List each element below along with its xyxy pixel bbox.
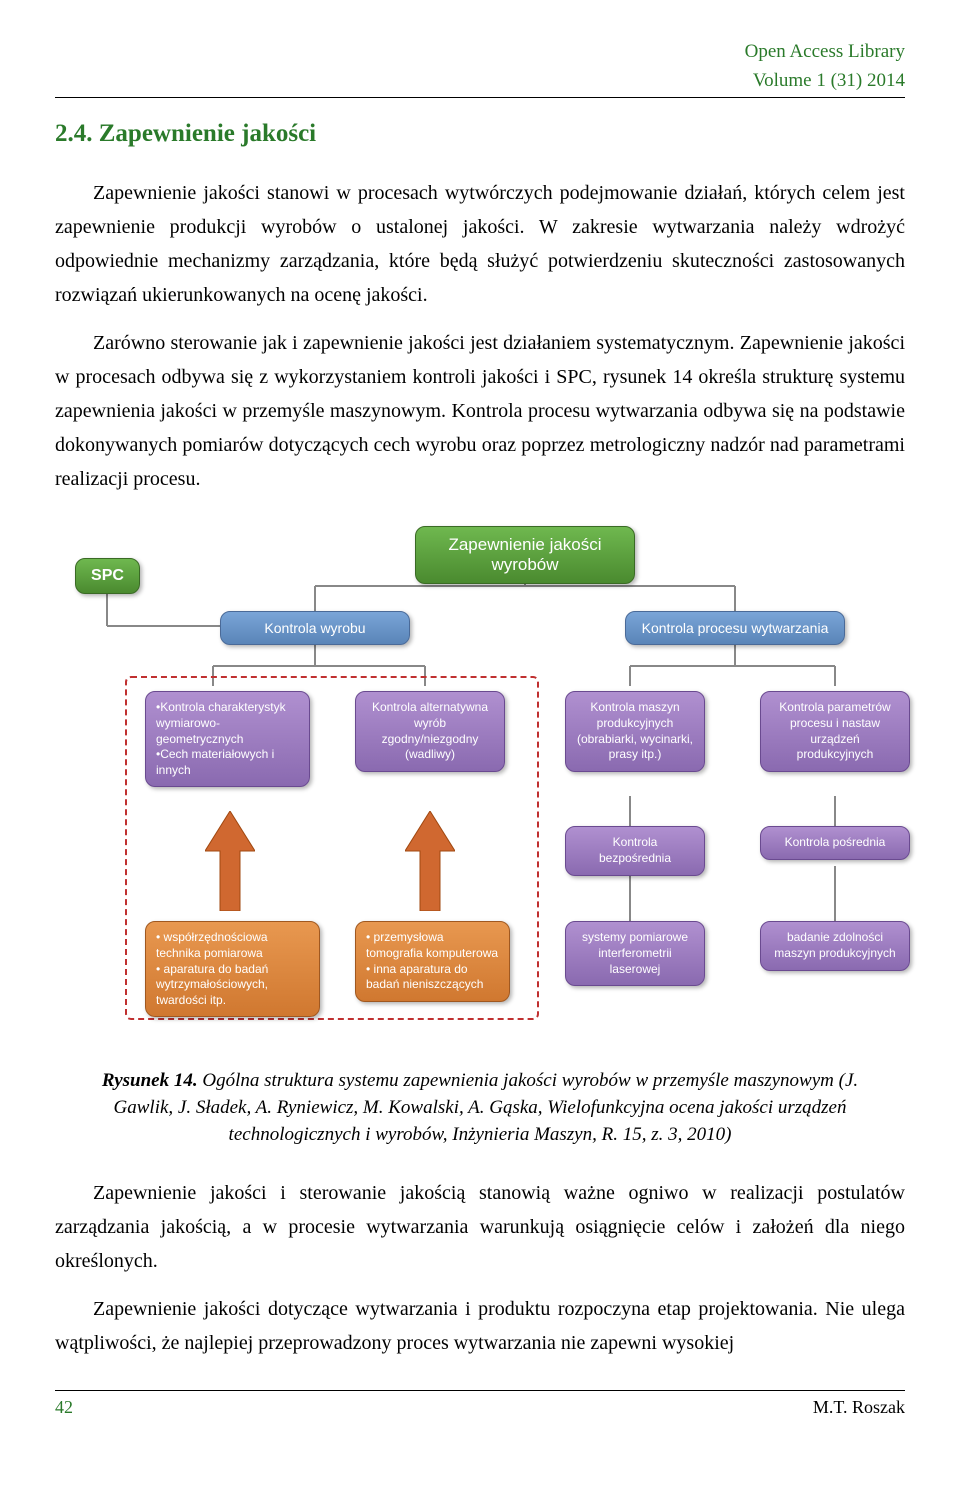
node-spc: SPC — [75, 558, 140, 594]
node-o2: • przemysłowa tomografia komputerowa • i… — [355, 921, 510, 1001]
node-kontrola-procesu: Kontrola procesu wytwarzania — [625, 611, 845, 645]
node-o1: • współrzędnościowa technika pomiarowa •… — [145, 921, 320, 1017]
paragraph-4: Zapewnienie jakości dotyczące wytwarzani… — [55, 1292, 905, 1360]
node-root: Zapewnienie jakości wyrobów — [415, 526, 635, 584]
node-p2: Kontrola alternatywna wyrób zgodny/niezg… — [355, 691, 505, 771]
node-kp: Kontrola pośrednia — [760, 826, 910, 860]
paragraph-1: Zapewnienie jakości stanowi w procesach … — [55, 176, 905, 312]
node-kontrola-wyrobu: Kontrola wyrobu — [220, 611, 410, 645]
page-number: 42 — [55, 1397, 73, 1418]
footer: 42 M.T. Roszak — [55, 1390, 905, 1418]
section-title: 2.4. Zapewnienie jakości — [55, 120, 905, 148]
arrow-2 — [405, 811, 455, 911]
footer-author: M.T. Roszak — [813, 1397, 905, 1418]
paragraph-2: Zarówno sterowanie jak i zapewnienie jak… — [55, 326, 905, 496]
node-o4: badanie zdolności maszyn produkcyjnych — [760, 921, 910, 970]
node-p3: Kontrola maszyn produkcyjnych (obrabiark… — [565, 691, 705, 771]
paragraph-3: Zapewnienie jakości i sterowanie jakości… — [55, 1176, 905, 1278]
node-p4: Kontrola parametrów procesu i nastaw urz… — [760, 691, 910, 771]
diagram-container: Zapewnienie jakości wyrobów SPC Kontrola… — [65, 526, 895, 1046]
arrow-1 — [205, 811, 255, 911]
header-line2: Volume 1 (31) 2014 — [55, 69, 905, 94]
node-p1: •Kontrola charakterystyk wymiarowo-geome… — [145, 691, 310, 787]
node-kb: Kontrola bezpośrednia — [565, 826, 705, 875]
header-rule — [55, 97, 905, 98]
node-o3: systemy pomiarowe interferometrii lasero… — [565, 921, 705, 986]
figure-caption: Rysunek 14. Ogólna struktura systemu zap… — [85, 1068, 875, 1148]
header-line1: Open Access Library — [55, 40, 905, 65]
